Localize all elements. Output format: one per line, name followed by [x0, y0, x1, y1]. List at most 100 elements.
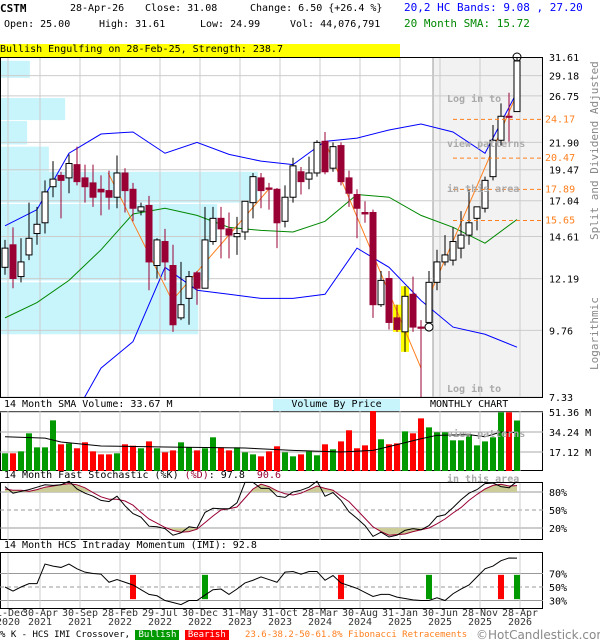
year-label: 2021 — [68, 617, 92, 628]
volume-bar-down — [362, 445, 368, 471]
volume-bar-down — [58, 444, 64, 471]
crossover-marker-bullish — [514, 574, 520, 600]
bullish-candle — [449, 241, 457, 261]
volume-bar-down — [226, 450, 232, 471]
volume-bar-down — [386, 444, 392, 471]
stochastic-d-line — [4, 483, 518, 536]
close-price: Close: 31.08 — [145, 3, 218, 14]
open-price: Open: 25.00 — [4, 19, 71, 30]
imi-tick-label: 70% — [549, 570, 567, 581]
bearish-candle — [353, 194, 361, 209]
date-label: 28-Apr — [502, 608, 538, 619]
bullish-candle — [249, 176, 257, 204]
bullish-candle — [281, 196, 289, 222]
volume-bar-up — [18, 451, 24, 471]
bullish-candle — [497, 115, 505, 141]
bearish-candle — [337, 145, 345, 183]
bearish-candle — [225, 228, 233, 236]
volume-bar-up — [178, 442, 184, 471]
bearish-candle — [97, 188, 105, 193]
stoch-k-label: 14 Month Fast Stochastic (%K) — [4, 470, 179, 481]
bearish-candle — [265, 187, 273, 190]
date-label: 30-Sep — [62, 608, 98, 619]
login-line: Log in to — [447, 384, 502, 395]
crossover-legend: % K - HCS IMI Crossover, — [0, 630, 131, 640]
bullish-candle — [25, 237, 33, 256]
bearish-candle — [145, 204, 153, 263]
fib-level-label: 15.65 — [545, 216, 575, 227]
stochastic-panel — [0, 480, 543, 540]
volume-bar-up — [114, 453, 120, 471]
hc-bands-legend: 20,2 HC Bands: 9.08 , 27.20 — [404, 1, 583, 14]
bearish-candle — [161, 241, 169, 263]
volume-bar-down — [298, 454, 304, 471]
volume-bar-down — [266, 451, 272, 471]
login-line: Log in to — [447, 94, 502, 105]
crossover-marker-bearish — [498, 574, 504, 600]
date-label: 31-Jan — [382, 608, 418, 619]
stoch-k-value: : 97.8 — [208, 470, 245, 481]
date-label: 30-Dec — [182, 608, 218, 619]
bearish-candle — [361, 212, 369, 215]
volume-bar-down — [354, 448, 360, 471]
volume-bar-down — [218, 447, 224, 471]
bearish-candle — [409, 293, 417, 328]
volume-bar-up — [482, 441, 488, 471]
bullish-candle — [457, 234, 465, 249]
imi-label: 14 Month HCS Intraday Momentum (IMI): 92… — [4, 540, 257, 551]
price-tick-label: 7.33 — [549, 393, 573, 404]
volume-bar-up — [378, 439, 384, 471]
price-tick-label: 19.47 — [549, 166, 579, 177]
login-line: view patterns — [447, 429, 526, 440]
volume-bar-up — [138, 448, 144, 471]
bullish-candle — [433, 261, 441, 283]
fib-level-label: 20.47 — [545, 153, 575, 164]
volume-bar-down — [122, 444, 128, 471]
stoch-d-value: 90.6 — [256, 470, 281, 481]
bullish-candle — [49, 178, 57, 188]
bullish-candle — [33, 223, 41, 235]
oversold-zone — [5, 528, 517, 536]
volume-bar-down — [394, 443, 400, 471]
stochastic-tick-label: 50% — [549, 506, 567, 517]
bullish-candle — [153, 239, 161, 267]
login-overlay-bottom[interactable]: Log in to view patterns in this area — [447, 352, 525, 502]
pattern-banner[interactable]: Bullish Engulfing on 28-Feb-25, Strength… — [0, 44, 400, 57]
year-label: 2021 — [28, 617, 52, 628]
volume-by-price-bar — [0, 146, 49, 172]
imi-tick-label: 50% — [549, 583, 567, 594]
quote-date: 28-Apr-26 — [70, 3, 125, 14]
date-label: 31-May — [222, 608, 258, 619]
volume-tick-label: 34.24 M — [549, 428, 591, 439]
volume-bar-down — [322, 444, 328, 471]
bearish-candle — [273, 188, 281, 224]
imi-panel — [0, 552, 543, 609]
chart-period-label: MONTHLY CHART — [430, 399, 509, 410]
upper-band-line — [4, 91, 518, 227]
crossover-marker-bearish — [338, 574, 344, 600]
bearish-candle — [217, 217, 225, 230]
bullish-candle — [185, 276, 193, 299]
year-label: 2023 — [228, 617, 252, 628]
split-adjusted-note: Split and Dividend Adjusted — [588, 61, 600, 240]
date-label: 30-Aug — [342, 608, 378, 619]
bearish-candle — [73, 164, 81, 183]
volume-bar-up — [210, 437, 216, 471]
login-overlay-top[interactable]: Log in to view patterns in this area — [447, 62, 525, 212]
volume-by-price-label[interactable]: Volume By Price — [273, 399, 400, 411]
volume-bar-up — [282, 452, 288, 471]
volume-bar-up — [34, 447, 40, 471]
volume-bar-down — [370, 411, 376, 471]
volume-bar-up — [2, 453, 8, 471]
pivot-marker — [512, 52, 522, 62]
volume-panel-label: 14 Month SMA Volume: 33.67 M — [4, 399, 173, 410]
copyright[interactable]: ©HotCandlestick.com — [476, 628, 600, 642]
date-label: 29-Jul — [142, 608, 178, 619]
year-label: 2022 — [108, 617, 132, 628]
volume-bar-down — [106, 454, 112, 471]
price-tick-label: 12.19 — [549, 275, 579, 286]
price-change: Change: 6.50 {+26.4 %} — [250, 3, 383, 14]
volume-bar-down — [98, 454, 104, 471]
volume-bar-down — [10, 453, 16, 471]
year-label: 2024 — [308, 617, 332, 628]
